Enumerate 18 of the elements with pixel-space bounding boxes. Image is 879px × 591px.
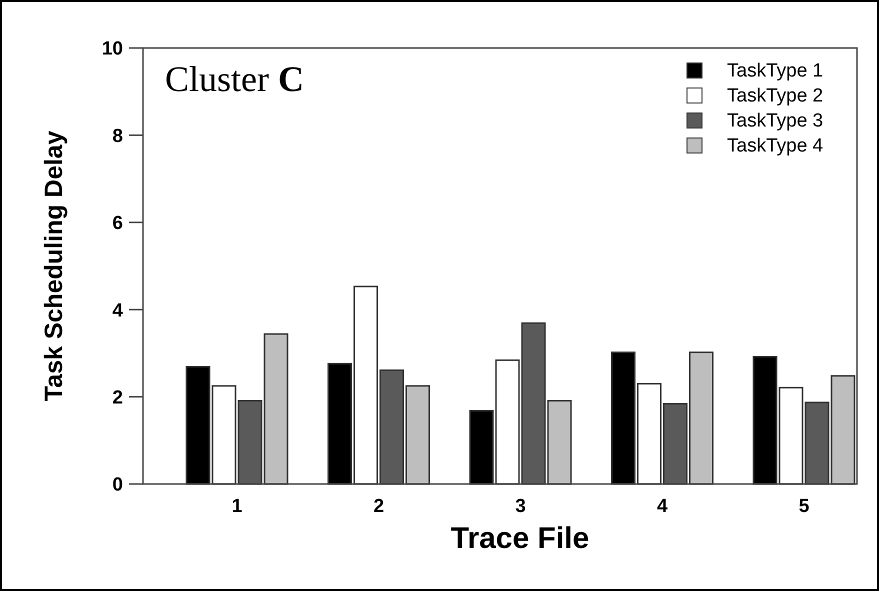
legend-label: TaskType 1 [727, 60, 824, 82]
x-tick-label: 4 [656, 496, 668, 517]
x-axis-title: Trace File [450, 522, 590, 555]
y-tick-label: 10 [102, 38, 123, 60]
y-axis-title: Task Scheduling Delay [40, 130, 68, 402]
legend-label: TaskType 4 [727, 136, 824, 157]
y-tick-label: 2 [112, 387, 123, 408]
x-tick-label: 2 [373, 496, 384, 517]
y-tick-label: 0 [112, 474, 123, 496]
y-tick-label: 8 [112, 126, 123, 147]
legend-label: TaskType 3 [727, 110, 824, 132]
y-tick-label: 6 [112, 213, 123, 234]
legend-label: TaskType 2 [727, 86, 824, 107]
x-tick-label: 3 [515, 496, 526, 517]
y-tick-label: 4 [112, 300, 124, 322]
x-tick-label: 5 [798, 496, 810, 517]
annotation: Cluster C [165, 59, 304, 99]
x-tick-label: 1 [232, 496, 243, 517]
